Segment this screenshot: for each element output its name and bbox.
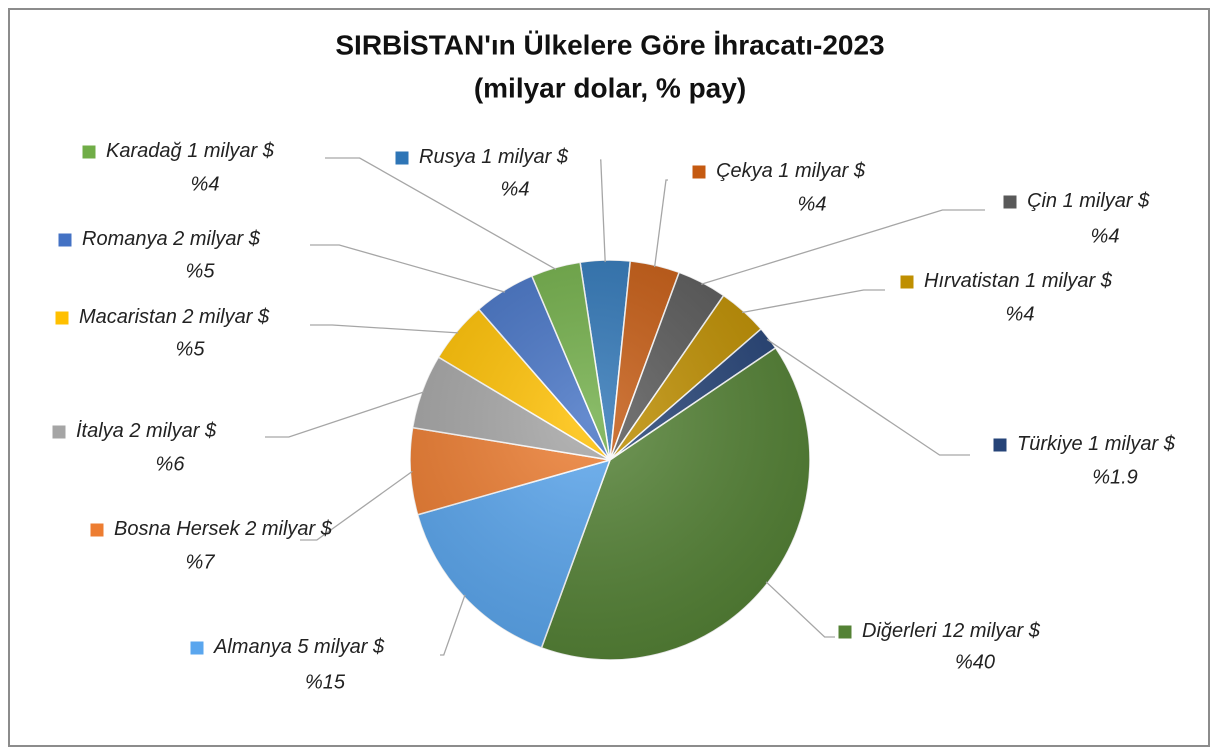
leader-line: [653, 179, 668, 268]
data-label: İtalya 2 milyar $: [76, 420, 217, 442]
category-name: Diğerleri: [862, 620, 937, 642]
data-label: Türkiye 1 milyar $: [1017, 433, 1176, 455]
category-name: İtalya: [76, 420, 124, 442]
category-name: Romanya: [82, 228, 168, 250]
amount-label: 1 milyar $: [1025, 270, 1113, 292]
amount-label: 2 milyar $: [128, 420, 217, 442]
percent-label: %40: [955, 651, 995, 673]
percent-label: %5: [176, 338, 206, 360]
category-name: Çin: [1027, 190, 1057, 212]
leader-line: [325, 157, 557, 271]
legend-key: [81, 144, 97, 160]
leader-line: [766, 338, 970, 456]
data-label: Hırvatistan 1 milyar $: [924, 270, 1113, 292]
data-label: Rusya 1 milyar $: [419, 146, 569, 168]
data-label: Bosna Hersek 2 milyar $: [114, 518, 333, 540]
legend-key: [54, 310, 70, 326]
leader-line: [600, 159, 606, 263]
category-name: Bosna Hersek: [114, 518, 241, 540]
legend-key: [1002, 194, 1018, 210]
percent-label: %4: [798, 193, 827, 215]
category-name: Macaristan: [79, 306, 177, 328]
leader-line: [310, 244, 506, 293]
legend-key: [51, 424, 67, 440]
amount-label: 1 milyar $: [187, 140, 275, 162]
data-label: Almanya 5 milyar $: [213, 636, 385, 658]
leader-line: [741, 289, 885, 314]
percent-label: %6: [156, 453, 186, 475]
category-name: Türkiye: [1017, 433, 1083, 455]
category-name: Çekya: [716, 160, 773, 182]
amount-label: 1 milyar $: [1088, 433, 1176, 455]
legend-key: [189, 640, 205, 656]
amount-label: 2 milyar $: [181, 306, 270, 328]
percent-label: %5: [186, 260, 216, 282]
data-label: Macaristan 2 milyar $: [79, 306, 270, 328]
legend-key: [837, 624, 853, 640]
amount-label: 1 milyar $: [778, 160, 866, 182]
leader-line: [440, 594, 466, 656]
legend-key: [992, 437, 1008, 453]
amount-label: 5 milyar $: [297, 636, 385, 658]
category-name: Almanya: [213, 636, 292, 658]
data-label: Çekya 1 milyar $: [716, 160, 866, 182]
amount-label: 2 milyar $: [172, 228, 261, 250]
data-label: Romanya 2 milyar $: [82, 228, 261, 250]
category-name: Rusya: [419, 146, 476, 168]
legend-key: [89, 522, 105, 538]
legend-key: [899, 274, 915, 290]
chart-subtitle: (milyar dolar, % pay): [474, 72, 746, 103]
data-label: Diğerleri 12 milyar $: [862, 620, 1041, 642]
percent-label: %4: [1006, 303, 1035, 325]
data-label: Karadağ 1 milyar $: [106, 140, 275, 162]
amount-label: 1 milyar $: [481, 146, 569, 168]
legend-key: [57, 232, 73, 248]
legend-key: [394, 150, 410, 166]
percent-label: %4: [191, 173, 220, 195]
amount-label: 1 milyar $: [1063, 190, 1151, 212]
category-name: Karadağ: [106, 140, 182, 162]
amount-label: 2 milyar $: [244, 518, 333, 540]
percent-label: %4: [501, 178, 530, 200]
percent-label: %7: [186, 551, 216, 573]
leader-line: [300, 470, 413, 541]
percent-label: %15: [305, 671, 346, 693]
percent-label: %1.9: [1092, 466, 1138, 488]
legend-key: [691, 164, 707, 180]
category-name: Hırvatistan: [924, 270, 1020, 292]
percent-label: %4: [1091, 225, 1120, 247]
chart-title: SIRBİSTAN'ın Ülkelere Göre İhracatı-2023: [335, 29, 884, 60]
leader-line: [265, 391, 425, 438]
leader-line: [765, 581, 835, 638]
amount-label: 12 milyar $: [942, 620, 1041, 642]
data-label: Çin 1 milyar $: [1027, 190, 1150, 212]
leader-line: [701, 209, 985, 285]
leader-line: [310, 324, 459, 334]
